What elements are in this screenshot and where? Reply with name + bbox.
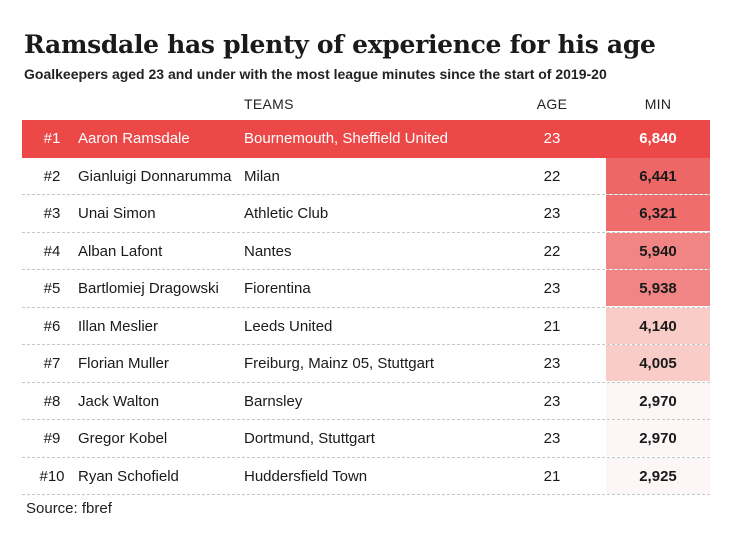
- rank-cell: #4: [43, 242, 61, 260]
- age-cell: 23: [543, 355, 561, 372]
- rank-cell: #10: [39, 467, 65, 485]
- goalkeeper-table: #1 Aaron Ramsdale Bournemouth, Sheffield U…: [22, 120, 710, 495]
- minutes-cell: 2,970: [606, 420, 710, 456]
- player-name-cell: Aaron Ramsdale: [78, 130, 190, 147]
- table-row: #10 Ryan Schofield Huddersfield Town 21 2,92…: [22, 457, 710, 495]
- minutes-cell: 4,140: [606, 307, 710, 344]
- player-name-cell: Unai Simon: [78, 205, 156, 222]
- source-note: Source: fbref: [26, 500, 112, 517]
- teams-cell: Nantes: [244, 242, 292, 260]
- column-header-teams: TEAMS: [244, 96, 294, 112]
- player-name-cell: Illan Meslier: [78, 317, 159, 335]
- teams-cell: Barnsley: [244, 392, 303, 410]
- minutes-cell: 5,940: [606, 232, 710, 269]
- rank-cell: #8: [43, 392, 61, 410]
- table-row: #1 Aaron Ramsdale Bournemouth, Sheffield U…: [22, 120, 710, 158]
- table-row: #6 Illan Meslier Leeds United 21 4,140: [22, 307, 710, 345]
- table-row: #4 Alban Lafont Nantes 22 5,940: [22, 232, 710, 270]
- rank-cell: #1: [43, 130, 61, 147]
- minutes-cell: 6,441: [606, 157, 710, 194]
- age-cell: 21: [543, 317, 561, 335]
- teams-cell: Athletic Club: [244, 205, 329, 222]
- player-name-cell: Jack Walton: [78, 392, 160, 410]
- table-row: #7 Florian Muller Freiburg, Mainz 05, Stut…: [22, 345, 710, 383]
- age-cell: 23: [543, 430, 561, 447]
- age-cell: 23: [543, 130, 561, 147]
- minutes-cell: 5,938: [606, 270, 710, 306]
- table-row: #5 Bartlomiej Dragowski Fiorentina 23 5,938: [22, 270, 710, 308]
- teams-cell: Milan: [244, 167, 280, 185]
- player-name-cell: Alban Lafont: [78, 242, 163, 260]
- rank-cell: #6: [43, 317, 61, 335]
- minutes-cell: 2,925: [606, 457, 710, 494]
- player-name-cell: Bartlomiej Dragowski: [78, 280, 219, 297]
- teams-cell: Leeds United: [244, 317, 333, 335]
- minutes-cell: 6,840: [639, 130, 677, 147]
- teams-cell: Huddersfield Town: [244, 467, 368, 485]
- chart-subtitle: Goalkeepers aged 23 and under with the m…: [24, 66, 607, 82]
- column-header-age: AGE: [536, 96, 568, 112]
- minutes-cell: 4,005: [606, 345, 710, 381]
- chart-title: Ramsdale has plenty of experience for hi…: [24, 30, 656, 59]
- teams-cell: Freiburg, Mainz 05, Stuttgart: [244, 355, 435, 372]
- rank-cell: #3: [43, 205, 61, 222]
- rank-cell: #7: [43, 355, 61, 372]
- age-cell: 22: [543, 242, 561, 260]
- teams-cell: Fiorentina: [244, 280, 311, 297]
- table-row: #8 Jack Walton Barnsley 23 2,970: [22, 382, 710, 420]
- table-row: #2 Gianluigi Donnarumma Milan 22 6,441: [22, 157, 710, 195]
- player-name-cell: Florian Muller: [78, 355, 169, 372]
- age-cell: 21: [543, 467, 561, 485]
- teams-cell: Dortmund, Stuttgart: [244, 430, 375, 447]
- player-name-cell: Gianluigi Donnarumma: [78, 167, 232, 185]
- table-row: #3 Unai Simon Athletic Club 23 6,321: [22, 195, 710, 233]
- age-cell: 23: [543, 280, 561, 297]
- rank-cell: #9: [43, 430, 61, 447]
- age-cell: 23: [543, 392, 561, 410]
- rank-cell: #2: [43, 167, 61, 185]
- table-row: #9 Gregor Kobel Dortmund, Stuttgart 23 2,970: [22, 420, 710, 458]
- column-header-min: MIN: [644, 96, 672, 112]
- teams-cell: Bournemouth, Sheffield United: [244, 130, 449, 147]
- player-name-cell: Gregor Kobel: [78, 430, 168, 447]
- minutes-cell: 6,321: [606, 195, 710, 231]
- age-cell: 22: [543, 167, 561, 185]
- minutes-cell: 2,970: [606, 382, 710, 419]
- player-name-cell: Ryan Schofield: [78, 467, 179, 485]
- rank-cell: #5: [43, 280, 61, 297]
- age-cell: 23: [543, 205, 561, 222]
